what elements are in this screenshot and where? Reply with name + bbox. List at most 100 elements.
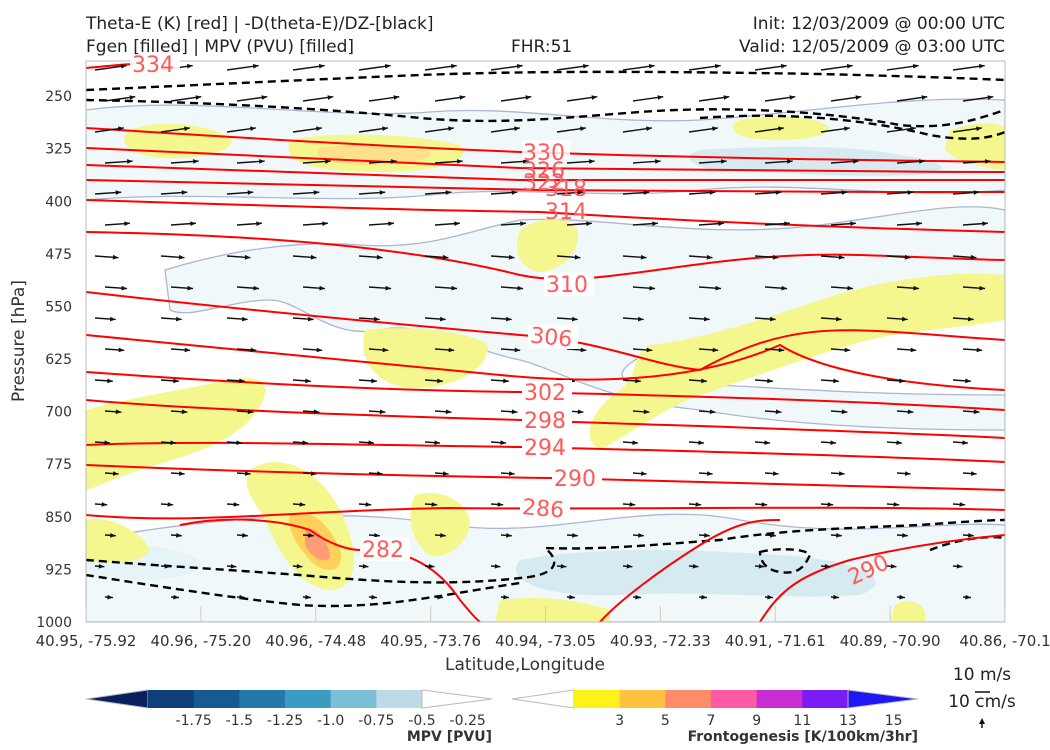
wind-vector-head xyxy=(846,64,853,69)
x-tick-label: 40.95, -75.92 xyxy=(36,632,137,650)
wind-vector-head xyxy=(775,409,782,415)
wind-vector-head xyxy=(454,221,460,226)
fgen-colorbar xyxy=(511,689,919,709)
wind-vector-head xyxy=(709,190,716,195)
fgen-fill xyxy=(495,598,610,622)
wind-ref-horizontal: 10 m/s xyxy=(953,665,1011,685)
wind-vector-head xyxy=(850,221,856,226)
wind-vector-head xyxy=(646,126,652,132)
wind-vector-head xyxy=(310,471,317,476)
wind-vector-head xyxy=(638,533,644,538)
colorbar-segment xyxy=(148,690,195,708)
wind-vector-head xyxy=(899,594,905,600)
wind-vector-head xyxy=(431,502,438,507)
colorbar-tick-label: -0.5 xyxy=(408,713,435,729)
dthetae-dz-contours xyxy=(86,70,1005,608)
thetae-contour-322 xyxy=(86,164,1005,182)
wind-vector-head xyxy=(910,347,917,353)
y-tick-label: 400 xyxy=(45,194,72,210)
y-tick-label: 1000 xyxy=(36,615,72,631)
label-bg xyxy=(522,140,570,160)
wind-vector-head xyxy=(824,563,831,569)
wind-vector-head xyxy=(434,440,441,445)
wind-vector-head xyxy=(124,221,130,226)
wind-vector-head xyxy=(388,221,394,226)
wind-vector-head xyxy=(115,190,122,195)
label-bg xyxy=(522,408,572,432)
contour-label-294: 294 xyxy=(524,436,566,461)
wind-vector-head xyxy=(362,563,369,569)
colorbar-tick-label: 7 xyxy=(707,713,716,729)
colorbar-segment xyxy=(574,690,621,708)
wind-vector-head xyxy=(770,533,776,538)
wind-vector-head xyxy=(322,221,328,226)
wind-vector-head xyxy=(110,533,116,538)
wind-vector-head xyxy=(833,594,839,600)
wind-vector-head xyxy=(715,285,722,291)
wind-vector-head xyxy=(701,594,707,600)
wind-vector-head xyxy=(517,285,524,291)
wind-vector-head xyxy=(109,316,116,322)
x-tick-label: 40.93, -72.33 xyxy=(610,632,711,650)
wind-vector-head xyxy=(187,285,194,291)
wind-vector-head xyxy=(247,190,254,195)
wind-vector-head xyxy=(643,190,650,195)
wind-vector-head xyxy=(767,378,773,384)
wind-vector-head xyxy=(709,409,716,415)
title-line-1: Theta-E (K) [red] | -D(theta-E)/DZ-[blac… xyxy=(86,14,434,34)
wind-vector-head xyxy=(772,254,779,260)
contour-label-286: 286 xyxy=(521,495,565,524)
colorbar-segment xyxy=(665,690,712,708)
colorbar-tick-label: -1.5 xyxy=(226,713,253,729)
wind-vector-head xyxy=(652,221,658,226)
wind-vector-head xyxy=(236,440,243,445)
wind-vector-head xyxy=(104,440,111,445)
colorbar-tick-label: 15 xyxy=(885,713,903,729)
dthetae-contour xyxy=(699,114,1005,140)
wind-vector-head xyxy=(591,95,598,100)
wind-vector-head xyxy=(789,95,796,100)
wind-vector-head xyxy=(910,126,916,132)
thetae-contour-294 xyxy=(86,441,1005,463)
wind-vector-head xyxy=(956,563,963,569)
wind-vector-head xyxy=(761,502,768,507)
wind-vector-head xyxy=(393,95,400,100)
wind-vector-head xyxy=(305,594,311,600)
wind-vector-head xyxy=(247,409,254,415)
wind-vector-head xyxy=(296,563,303,569)
wind-vector-head xyxy=(582,64,589,69)
colorbar-segment xyxy=(376,690,423,708)
wind-vector-head xyxy=(508,254,515,260)
wind-vector-head xyxy=(365,502,372,507)
wind-vector-head xyxy=(525,95,532,100)
wind-vector-head xyxy=(901,316,908,322)
wind-vector-head xyxy=(382,347,389,353)
wind-vector-head xyxy=(965,594,971,600)
colorbar-segment xyxy=(802,690,849,708)
wind-vector-head xyxy=(376,254,383,260)
mpv-colorbar-ticks: -1.75 -1.5 -1.25 -1.0 -0.75 -0.5 -0.25 xyxy=(176,713,486,729)
wind-vector-head xyxy=(313,409,320,415)
fgen-fill xyxy=(589,273,1005,450)
label-bg xyxy=(552,466,602,490)
wind-vector-head xyxy=(305,378,311,384)
wind-vector-head xyxy=(230,563,237,569)
wind-vector-head xyxy=(912,64,919,69)
wind-vector-head xyxy=(450,64,457,69)
x-axis-label: Latitude,Longitude xyxy=(445,655,605,675)
wind-vector-head xyxy=(252,64,259,69)
wind-vector-head xyxy=(242,533,248,538)
colorbar-segment xyxy=(285,690,332,708)
thetae-contour-302 xyxy=(86,371,1005,411)
label-bg xyxy=(130,55,180,73)
wind-vector-head xyxy=(101,502,108,507)
wind-vector-head xyxy=(778,126,784,132)
fgen-fill xyxy=(86,378,266,490)
wind-vector-head xyxy=(178,471,185,476)
wind-vector-head xyxy=(327,95,334,100)
y-tick-label: 700 xyxy=(45,405,72,421)
wind-vector-head xyxy=(459,95,466,100)
contour-label-314: 314 xyxy=(545,200,587,225)
wind-vector-head xyxy=(907,190,914,195)
y-tick-label: 775 xyxy=(45,457,72,473)
